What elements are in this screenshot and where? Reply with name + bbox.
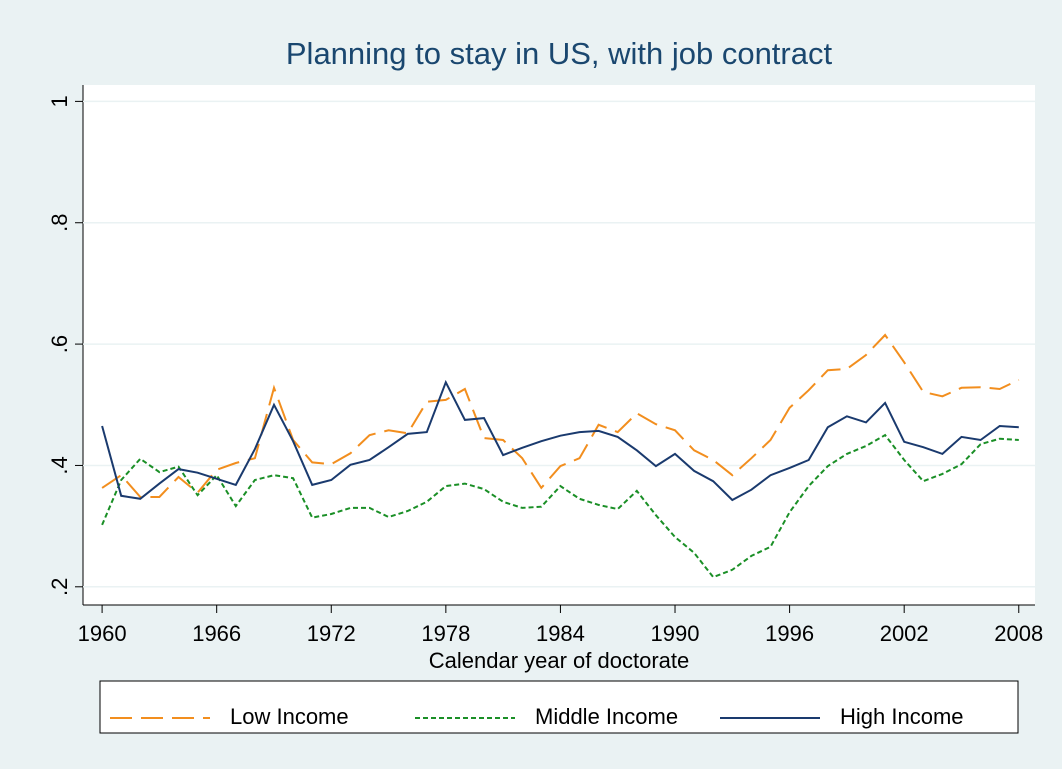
- series-line: [101, 333, 1020, 498]
- x-tick-label: 2008: [994, 621, 1043, 646]
- y-tick-label: .6: [47, 335, 72, 353]
- x-tick-label: 1972: [307, 621, 356, 646]
- y-tick-label: .2: [47, 578, 72, 596]
- legend-label: High Income: [840, 704, 964, 729]
- x-tick-label: 1978: [421, 621, 470, 646]
- x-tick-label: 1966: [192, 621, 241, 646]
- series-line: [101, 433, 1019, 579]
- y-tick-label: .4: [47, 456, 72, 474]
- legend: [99, 680, 1019, 734]
- x-tick-label: 1984: [536, 621, 585, 646]
- plot-area: [83, 85, 1035, 605]
- y-tick-label: .8: [47, 214, 72, 232]
- x-tick-label: 1960: [78, 621, 127, 646]
- x-tick-label: 1990: [651, 621, 700, 646]
- x-axis-label: Calendar year of doctorate: [429, 648, 690, 673]
- x-tick-label: 2002: [880, 621, 929, 646]
- series-line: [101, 379, 1019, 502]
- chart-title: Planning to stay in US, with job contrac…: [286, 36, 833, 71]
- legend-label: Low Income: [230, 704, 349, 729]
- y-tick-label: 1: [47, 95, 72, 107]
- x-tick-label: 1996: [765, 621, 814, 646]
- legend-label: Middle Income: [535, 704, 678, 729]
